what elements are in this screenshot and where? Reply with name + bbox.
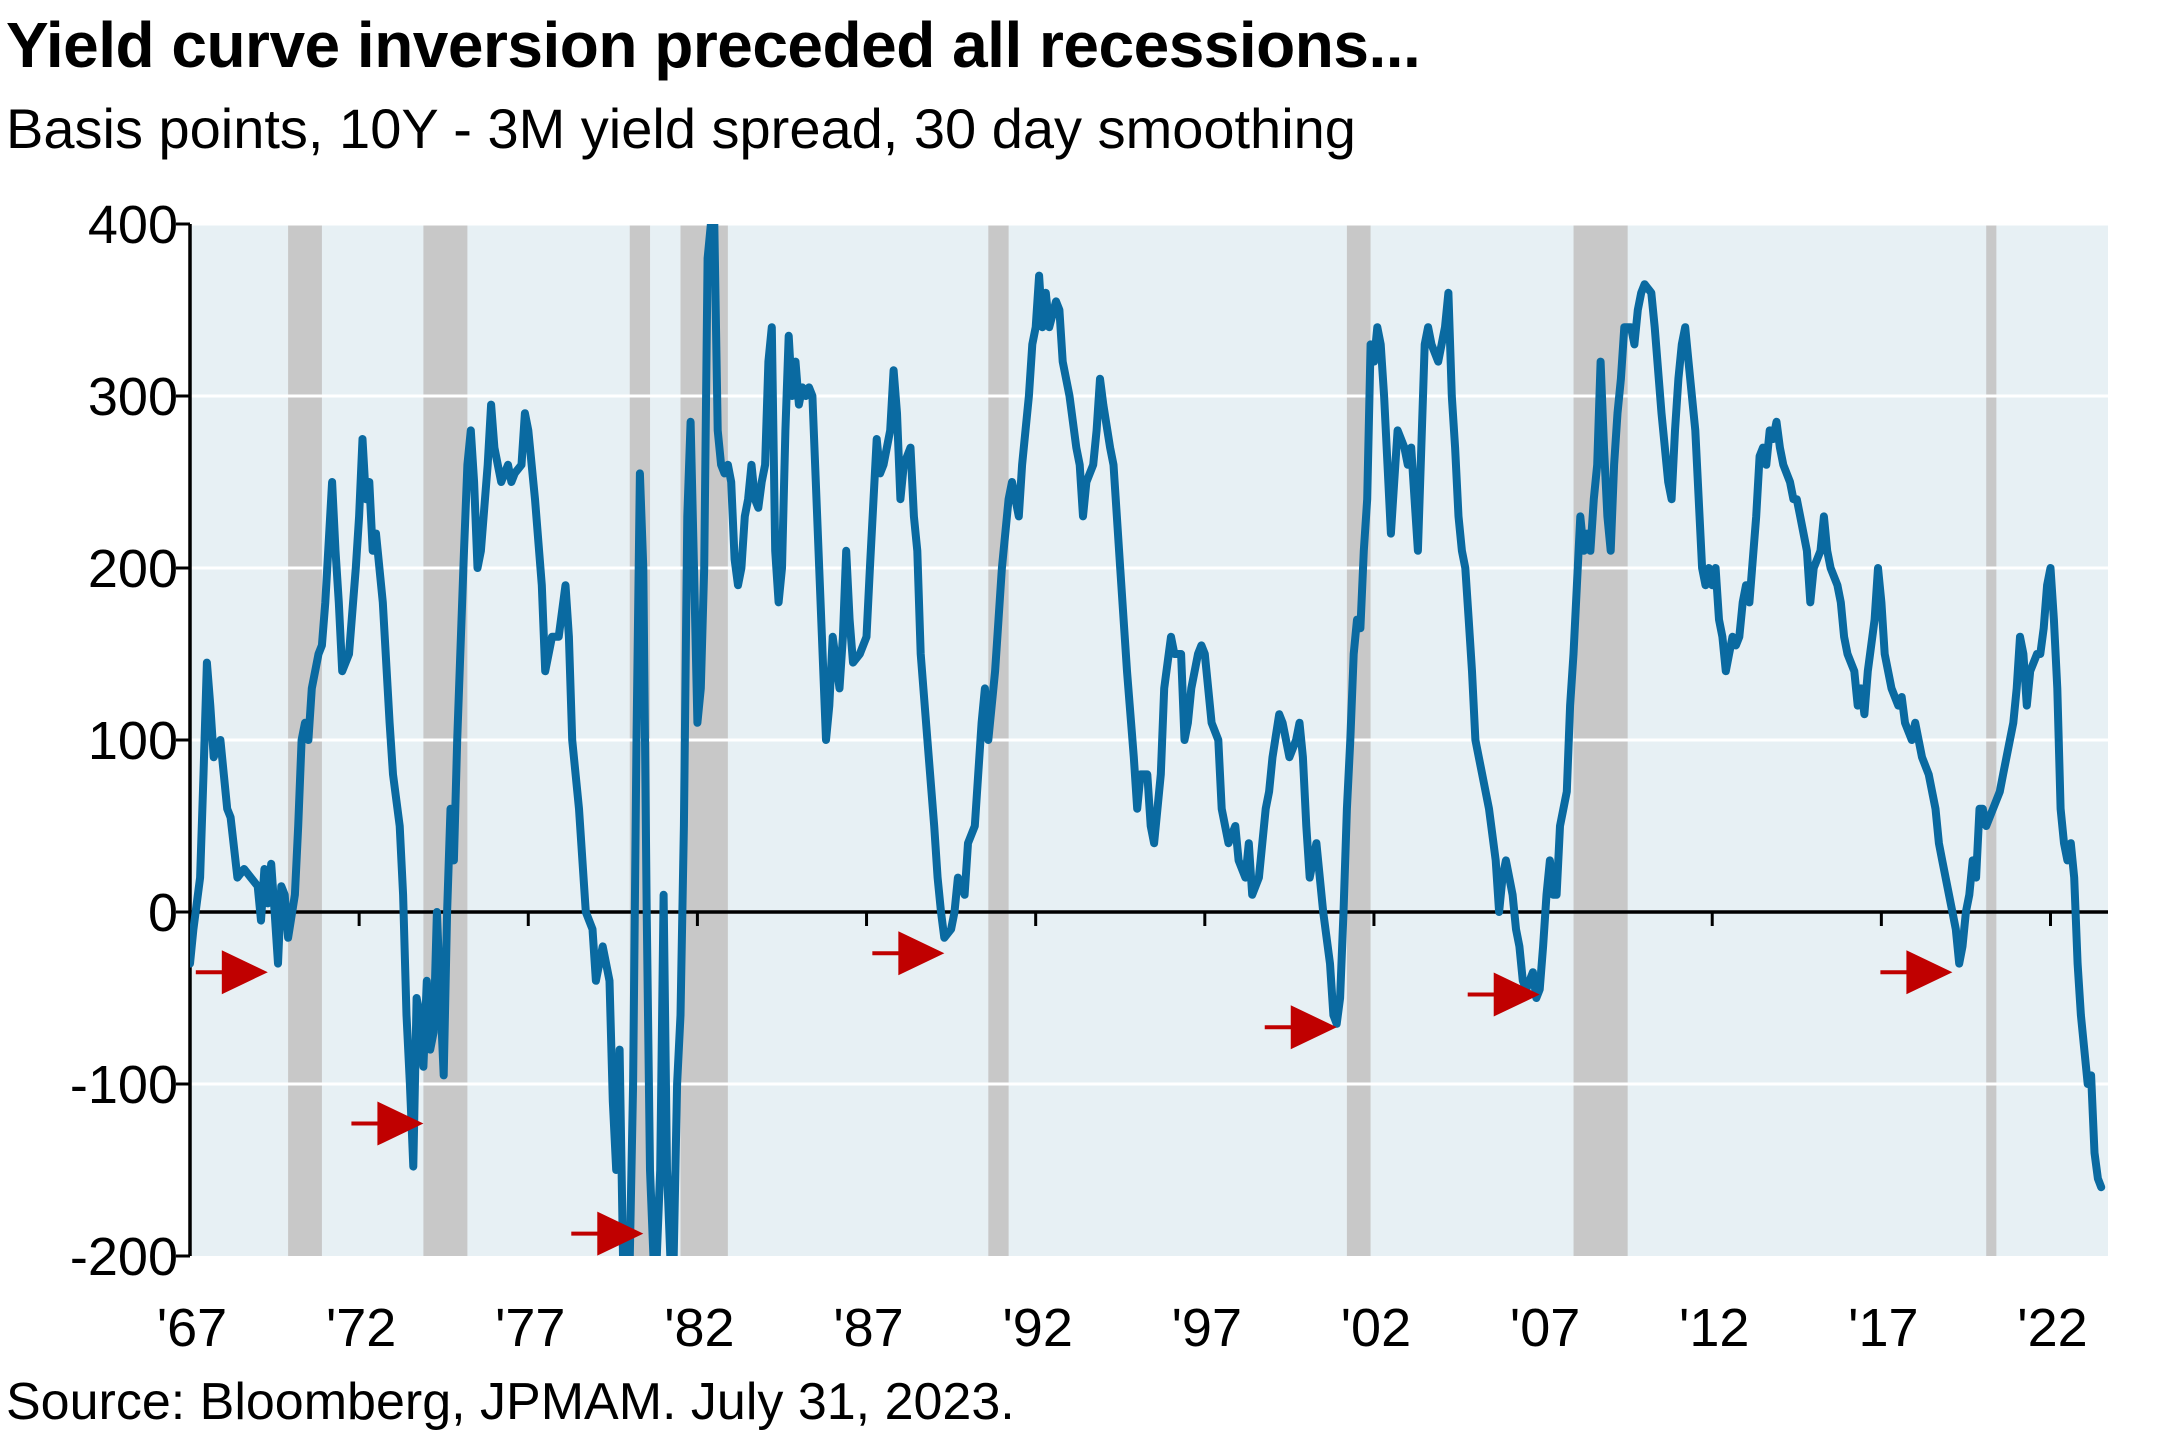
x-tick-label: '67 xyxy=(157,1298,227,1358)
y-tick-label: -200 xyxy=(70,1227,178,1287)
x-tick-label: '12 xyxy=(1679,1298,1749,1358)
x-tick-label: '87 xyxy=(833,1298,903,1358)
x-tick-label: '07 xyxy=(1510,1298,1580,1358)
axes xyxy=(176,222,192,1258)
gridlines xyxy=(190,222,2108,1086)
y-tick-label: 300 xyxy=(88,367,178,427)
x-tick-label: '22 xyxy=(2017,1298,2087,1358)
chart-title: Yield curve inversion preceded all reces… xyxy=(6,9,1421,81)
y-tick-label: 0 xyxy=(148,883,178,943)
inversion-arrows xyxy=(195,931,1953,1256)
inversion-arrow xyxy=(351,1101,424,1146)
x-tick-label: '17 xyxy=(1848,1298,1918,1358)
chart-subtitle: Basis points, 10Y - 3M yield spread, 30 … xyxy=(6,97,1356,160)
inversion-arrow xyxy=(1264,1005,1337,1050)
x-tick-label: '02 xyxy=(1341,1298,1411,1358)
x-tick-label: '92 xyxy=(1002,1298,1072,1358)
series-layer xyxy=(190,224,2106,1256)
y-tick-label: 200 xyxy=(88,539,178,599)
y-tick-labels: 400 300 200 100 0 -100 -200 xyxy=(70,195,178,1287)
inversion-arrow xyxy=(195,950,268,995)
inversion-arrow xyxy=(1880,950,1953,995)
y-tick-label: 100 xyxy=(88,711,178,771)
x-tick-label: '77 xyxy=(495,1298,565,1358)
x-tick-label: '72 xyxy=(326,1298,396,1358)
inversion-arrow xyxy=(571,1211,644,1256)
x-tick-label: '82 xyxy=(664,1298,734,1358)
y-tick-label: -100 xyxy=(70,1055,178,1115)
x-tick-labels: '67 '72 '77 '82 '87 '92 '97 '02 '07 '12 '17 '22 xyxy=(157,1298,2088,1358)
inversion-arrow xyxy=(1467,972,1540,1017)
series-line xyxy=(190,224,2106,1256)
chart-source: Source: Bloomberg, JPMAM. July 31, 2023. xyxy=(6,1373,1015,1431)
y-tick-label: 400 xyxy=(88,195,178,255)
x-tick-label: '97 xyxy=(1172,1298,1242,1358)
inversion-arrow xyxy=(872,931,945,976)
zero-axis xyxy=(190,910,2108,926)
